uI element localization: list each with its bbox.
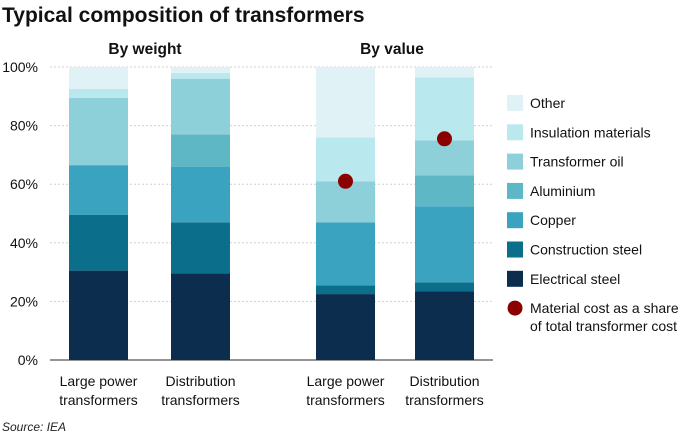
legend-label: Copper — [530, 212, 576, 228]
bar-segment-aluminium — [171, 134, 230, 167]
x-tick-label: Large power — [60, 373, 138, 389]
legend-label: Aluminium — [530, 183, 595, 199]
bar-segment-electrical-steel — [171, 273, 230, 360]
legend-swatch — [507, 153, 523, 170]
bar-segment-insulation-materials — [415, 77, 474, 141]
bar-segment-insulation-materials — [69, 88, 128, 98]
bar-segment-construction-steel — [316, 285, 375, 295]
cost-share-marker — [437, 131, 452, 147]
bar-segment-electrical-steel — [415, 291, 474, 360]
x-tick-label: transformers — [306, 392, 385, 408]
bar-segment-copper — [316, 222, 375, 286]
cost-share-marker — [338, 173, 353, 189]
bar-segment-electrical-steel — [316, 294, 375, 360]
panel-title-value: By value — [360, 41, 424, 58]
legend-swatch — [507, 212, 523, 229]
legend: Other Insulation materials Transformer oil… — [507, 95, 679, 334]
bar-segment-transformer-oil — [69, 97, 128, 166]
bar-segment-other — [316, 67, 375, 138]
y-tick-labels: 0% 20% 40% 60% 80% 100% — [2, 59, 38, 368]
legend-marker-label: of total transformer cost — [530, 318, 677, 334]
panel-title-weight: By weight — [108, 41, 181, 58]
legend-swatch — [507, 182, 523, 199]
bar-segment-other — [171, 67, 230, 73]
y-tick-label: 60% — [10, 176, 38, 192]
chart-title: Typical composition of transformers — [2, 4, 365, 27]
legend-label: Other — [530, 95, 565, 111]
x-tick-label: transformers — [59, 392, 138, 408]
x-tick-label: transformers — [405, 392, 484, 408]
y-tick-label: 40% — [10, 235, 38, 251]
bar-segment-construction-steel — [415, 282, 474, 292]
y-tick-label: 100% — [2, 59, 38, 75]
bar-segment-aluminium — [415, 175, 474, 207]
y-tick-label: 20% — [10, 293, 38, 309]
legend-swatch — [507, 124, 523, 141]
bar-segment-copper — [171, 166, 230, 223]
bar-segment-other — [415, 67, 474, 78]
legend-label: Electrical steel — [530, 271, 620, 287]
legend-swatch — [507, 270, 523, 287]
x-tick-label: Large power — [307, 373, 385, 389]
legend-swatch — [507, 241, 523, 258]
legend-label: Insulation materials — [530, 124, 651, 140]
y-tick-label: 80% — [10, 118, 38, 134]
bar-segment-transformer-oil — [171, 78, 230, 135]
x-tick-label: Distribution — [165, 373, 235, 389]
legend-marker-label: Material cost as a share — [530, 300, 679, 316]
bar-segment-construction-steel — [69, 214, 128, 271]
legend-swatch — [507, 95, 523, 111]
bars — [69, 67, 474, 360]
x-tick-labels: Large power transformers Distribution trans… — [59, 373, 484, 408]
source-note: Source: IEA — [2, 420, 66, 434]
legend-label: Construction steel — [530, 242, 642, 258]
y-tick-label: 0% — [18, 352, 38, 368]
legend-label: Transformer oil — [530, 154, 624, 170]
cost-markers — [338, 131, 452, 189]
x-tick-label: transformers — [161, 392, 240, 408]
bar-segment-electrical-steel — [69, 270, 128, 360]
bar-segment-copper — [415, 206, 474, 283]
bar-segment-construction-steel — [171, 222, 230, 274]
bar-segment-insulation-materials — [171, 72, 230, 79]
x-tick-label: Distribution — [409, 373, 479, 389]
bar-segment-copper — [69, 165, 128, 215]
legend-marker-swatch — [507, 300, 523, 316]
bar-segment-other — [69, 67, 128, 89]
